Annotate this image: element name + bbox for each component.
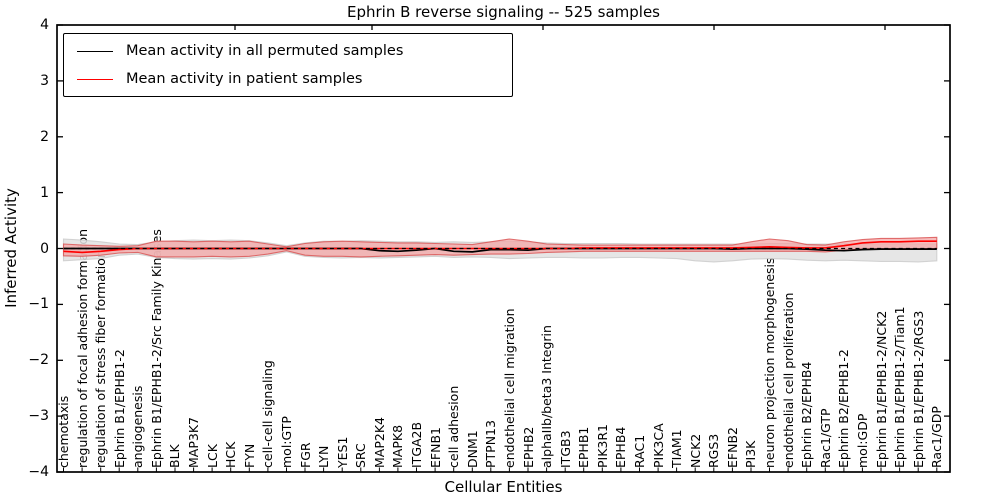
x-axis-label: Cellular Entities [444, 478, 563, 496]
y-tick-label: 3 [40, 72, 49, 89]
y-tick-label: −4 [28, 464, 49, 480]
y-tick-label: 4 [40, 17, 49, 33]
legend-label-patient: Mean activity in patient samples [126, 71, 363, 87]
y-tick-label: −1 [28, 296, 49, 313]
y-tick-label: 0 [40, 240, 49, 257]
y-tick-label: −2 [28, 352, 49, 369]
patient-mean-line-sample [77, 78, 113, 80]
legend: Mean activity in all permuted samples Me… [63, 33, 513, 97]
y-tick-label: 2 [40, 128, 49, 145]
legend-label-permuted: Mean activity in all permuted samples [126, 43, 404, 59]
y-tick-label: −3 [28, 408, 49, 425]
permuted-mean-line-sample [77, 50, 113, 52]
y-tick-label: 1 [40, 184, 49, 201]
chart-title: Ephrin B reverse signaling -- 525 sample… [346, 3, 660, 21]
legend-entry-permuted: Mean activity in all permuted samples [64, 37, 512, 65]
legend-entry-patient: Mean activity in patient samples [64, 65, 512, 93]
